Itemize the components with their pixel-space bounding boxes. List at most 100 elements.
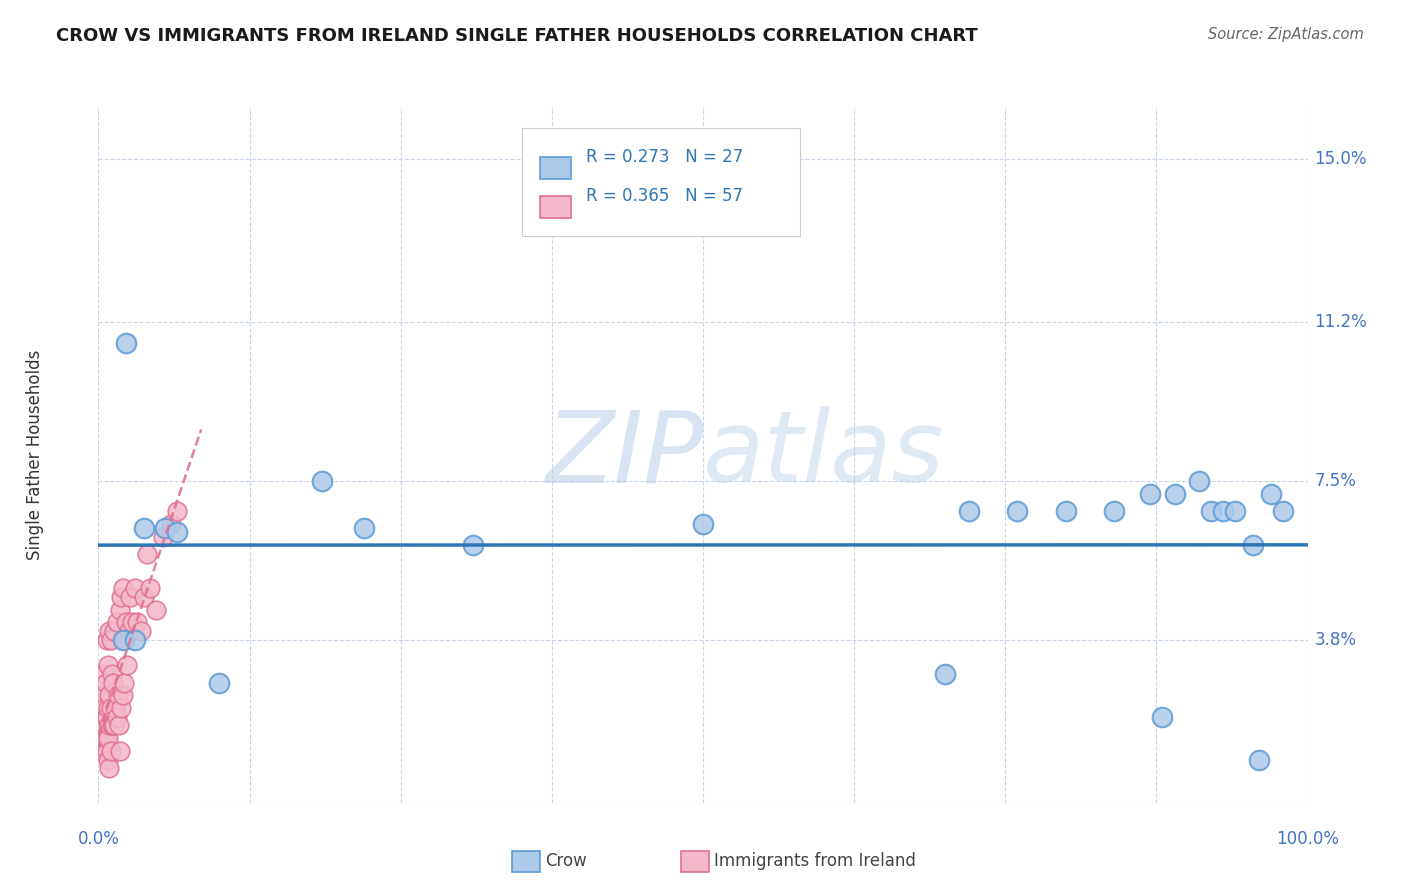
Point	[111, 581, 134, 595]
Point	[134, 521, 156, 535]
Point	[127, 615, 149, 630]
Text: 100.0%: 100.0%	[1277, 830, 1339, 847]
Point	[1152, 710, 1174, 724]
Point	[1249, 753, 1271, 767]
Point	[129, 624, 152, 638]
Point	[135, 547, 157, 561]
Point	[1260, 486, 1282, 500]
Point	[957, 504, 980, 518]
Text: 3.8%: 3.8%	[1315, 631, 1357, 648]
Point	[139, 581, 162, 595]
Point	[104, 701, 127, 715]
Point	[93, 701, 115, 715]
Text: Crow: Crow	[546, 852, 588, 870]
Point	[1272, 504, 1295, 518]
Point	[1188, 474, 1211, 488]
Point	[111, 689, 134, 703]
Point	[1163, 486, 1185, 500]
Point	[98, 624, 121, 638]
Point	[114, 632, 136, 647]
Point	[1241, 538, 1264, 552]
FancyBboxPatch shape	[522, 128, 800, 235]
Text: atlas: atlas	[703, 407, 945, 503]
Point	[152, 529, 174, 543]
FancyBboxPatch shape	[540, 195, 571, 219]
Point	[98, 718, 121, 732]
Point	[98, 761, 121, 775]
Point	[110, 701, 132, 715]
FancyBboxPatch shape	[540, 157, 571, 179]
Text: 7.5%: 7.5%	[1315, 472, 1357, 490]
Point	[105, 710, 128, 724]
Point	[1054, 504, 1077, 518]
Point	[103, 718, 125, 732]
Text: ZIP: ZIP	[544, 407, 703, 503]
Text: 11.2%: 11.2%	[1315, 313, 1368, 331]
Point	[97, 658, 120, 673]
Point	[91, 689, 114, 703]
Point	[1199, 504, 1222, 518]
Point	[98, 689, 121, 703]
Point	[100, 718, 122, 732]
Text: Source: ZipAtlas.com: Source: ZipAtlas.com	[1208, 27, 1364, 42]
Point	[108, 602, 131, 616]
Point	[108, 718, 131, 732]
Point	[101, 675, 124, 690]
Point	[118, 624, 141, 638]
Point	[1139, 486, 1161, 500]
Point	[97, 753, 120, 767]
Point	[121, 615, 143, 630]
Point	[91, 744, 114, 758]
Point	[1102, 504, 1125, 518]
Text: CROW VS IMMIGRANTS FROM IRELAND SINGLE FATHER HOUSEHOLDS CORRELATION CHART: CROW VS IMMIGRANTS FROM IRELAND SINGLE F…	[56, 27, 979, 45]
Point	[124, 581, 146, 595]
Point	[94, 675, 117, 690]
Point	[463, 538, 485, 552]
Point	[97, 701, 120, 715]
Text: R = 0.365   N = 57: R = 0.365 N = 57	[586, 187, 742, 205]
Point	[153, 521, 176, 535]
Text: 0.0%: 0.0%	[77, 830, 120, 847]
Text: 15.0%: 15.0%	[1315, 150, 1367, 168]
Point	[117, 658, 139, 673]
Point	[105, 615, 128, 630]
Point	[97, 731, 120, 746]
Point	[91, 718, 114, 732]
Point	[118, 590, 141, 604]
Point	[108, 744, 131, 758]
Point	[110, 590, 132, 604]
Point	[160, 516, 183, 531]
Text: Immigrants from Ireland: Immigrants from Ireland	[714, 852, 917, 870]
Point	[311, 474, 333, 488]
Point	[100, 744, 122, 758]
Point	[107, 689, 129, 703]
Point	[134, 590, 156, 604]
Point	[103, 624, 125, 638]
Point	[166, 504, 188, 518]
Point	[100, 632, 122, 647]
Point	[101, 718, 124, 732]
Point	[93, 667, 115, 681]
Point	[111, 632, 134, 647]
Point	[115, 336, 138, 351]
Point	[692, 516, 714, 531]
Point	[145, 602, 167, 616]
Text: Single Father Households: Single Father Households	[27, 350, 44, 560]
Point	[112, 675, 135, 690]
Point	[934, 667, 956, 681]
Point	[100, 667, 122, 681]
Point	[96, 632, 118, 647]
Point	[94, 710, 117, 724]
Point	[1212, 504, 1234, 518]
Point	[208, 675, 231, 690]
Point	[353, 521, 375, 535]
Point	[1007, 504, 1029, 518]
Text: R = 0.273   N = 27: R = 0.273 N = 27	[586, 148, 742, 166]
Point	[96, 744, 118, 758]
Point	[100, 701, 122, 715]
Point	[124, 632, 146, 647]
Point	[94, 731, 117, 746]
Point	[115, 615, 138, 630]
Point	[96, 710, 118, 724]
Point	[1223, 504, 1246, 518]
